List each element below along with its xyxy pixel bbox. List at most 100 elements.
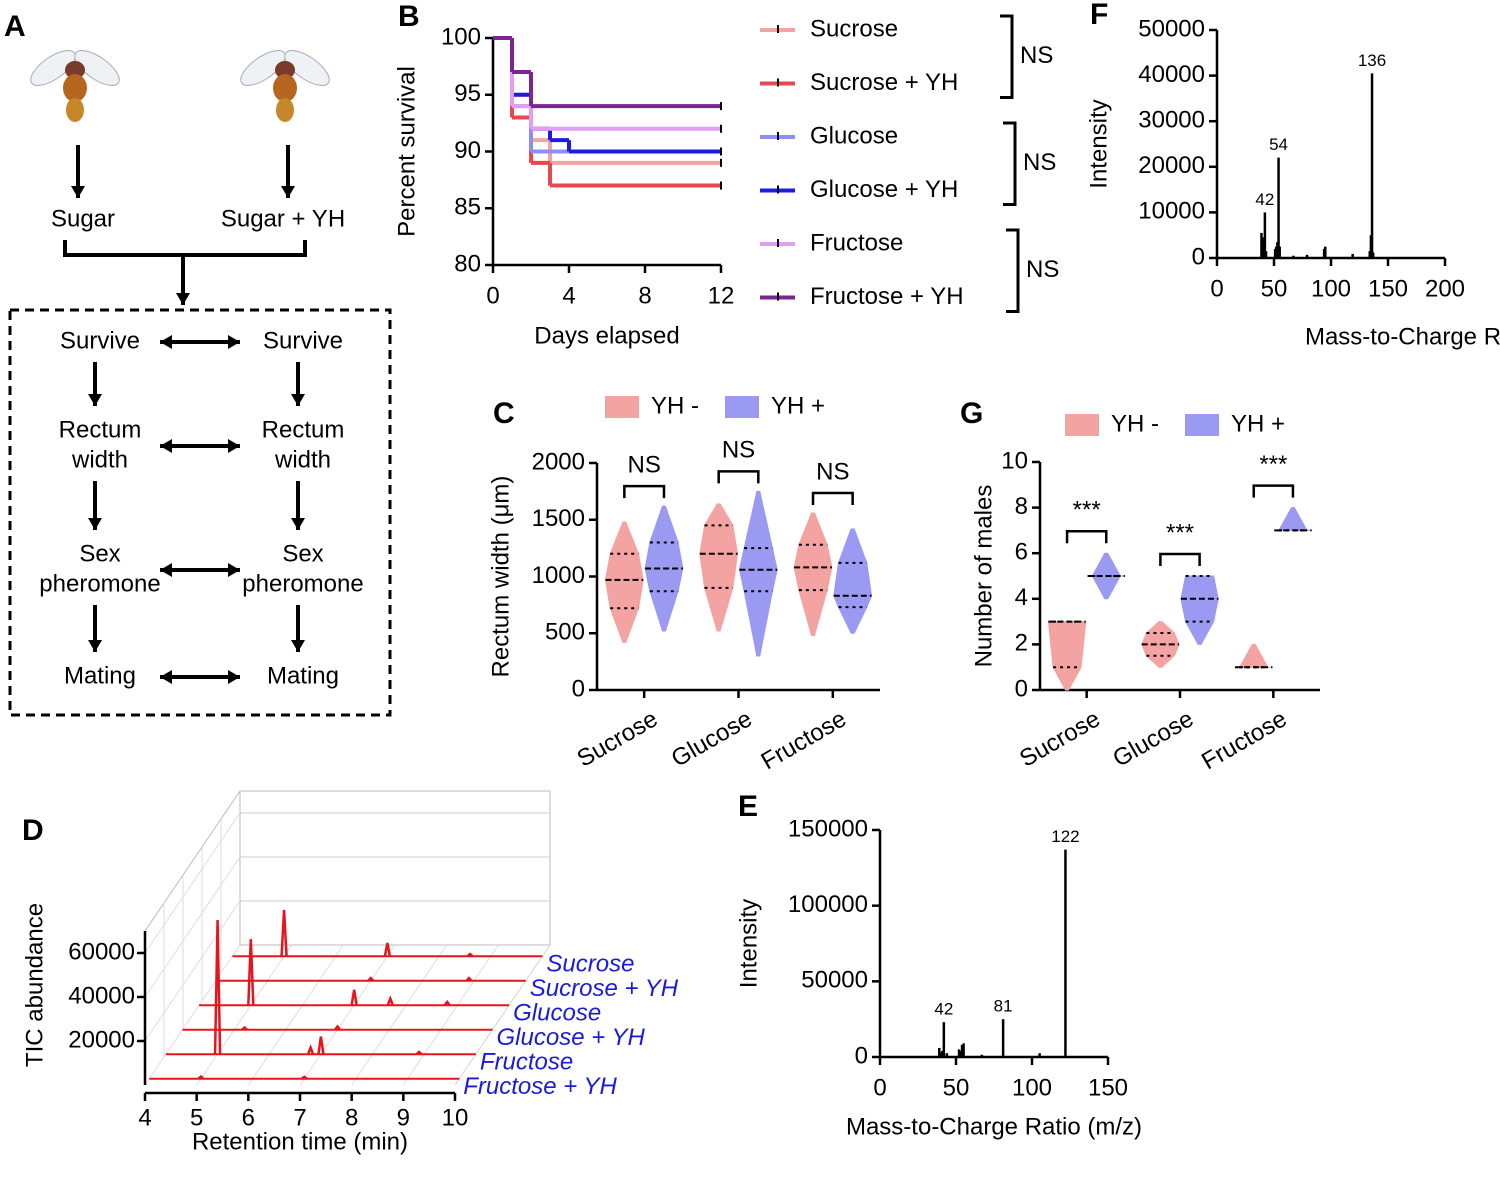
grid-line [144, 856, 241, 998]
chromatogram-peak [306, 1044, 315, 1055]
significance-bracket [1159, 552, 1201, 566]
x-tick-label: Fructose [757, 705, 851, 775]
significance-bracket [1003, 121, 1017, 206]
significance-label: NS [1020, 42, 1053, 69]
violin-body [1180, 575, 1219, 645]
legend-label: YH - [1111, 410, 1159, 437]
series-label: Sucrose [546, 951, 634, 978]
peak-label: 122 [1051, 827, 1079, 846]
y-tick-label: 500 [545, 619, 585, 646]
legend-swatch [605, 396, 639, 418]
significance-bracket [1065, 529, 1108, 544]
chromatogram-peak [301, 1075, 308, 1080]
violin-body [1273, 507, 1313, 531]
x-tick-label: Glucose [667, 705, 757, 772]
legend-label: YH + [771, 392, 825, 419]
arrow-head [291, 640, 305, 652]
y-tick-label: 60000 [68, 938, 135, 965]
legend-swatch [1185, 414, 1219, 436]
violin-body [1047, 621, 1087, 691]
floor-grid-line [144, 944, 241, 1086]
x-tick-label: 50 [943, 1074, 970, 1101]
node-label: Sugar [51, 205, 115, 232]
chromatogram-peak [197, 1074, 205, 1080]
peak-label: 81 [994, 997, 1013, 1016]
arrow-head [228, 335, 240, 349]
arrow-head [88, 640, 102, 652]
panel-label: G [960, 397, 983, 430]
significance-bracket [811, 491, 854, 505]
violin-body [699, 503, 739, 632]
node-label: Rectum [59, 416, 142, 443]
node-label: width [71, 446, 128, 473]
x-axis-title: Mass-to-Charge Ratio (m/z) [846, 1113, 1142, 1140]
panel-label: A [4, 10, 26, 43]
chromatogram-peak [334, 1024, 342, 1031]
x-tick-label: 6 [242, 1104, 255, 1131]
y-tick-label: 85 [454, 194, 481, 221]
chromatogram-peak [367, 976, 375, 982]
x-tick-label: 8 [345, 1104, 358, 1131]
floor-grid-line [351, 944, 448, 1086]
y-tick-label: 1500 [532, 505, 585, 532]
x-tick-label: 0 [873, 1074, 886, 1101]
legend-label: Sucrose + YH [810, 69, 958, 96]
legend-label: Glucose [810, 122, 898, 149]
chromatogram-peak [466, 952, 474, 958]
y-tick-label: 0 [1192, 243, 1205, 270]
x-tick-label: Fructose [1197, 705, 1291, 775]
node-label: pheromone [242, 570, 363, 597]
y-tick-label: 100 [441, 23, 481, 50]
x-tick-label: Sucrose [1015, 705, 1105, 772]
chromatogram-peak [443, 999, 451, 1006]
y-tick-label: 10 [1001, 447, 1028, 474]
y-tick-label: 10000 [1138, 198, 1205, 225]
arrow-head [291, 394, 305, 406]
panel-label: B [398, 0, 420, 33]
legend-label: Sucrose [810, 15, 898, 42]
x-axis-title: Mass-to-Charge Ratio (m/z) [1305, 323, 1500, 350]
y-tick-label: 40000 [68, 982, 135, 1009]
head [275, 61, 295, 79]
legend-label: Fructose + YH [810, 283, 964, 310]
y-tick-label: 50000 [1138, 15, 1205, 42]
legend-swatch [1065, 414, 1099, 436]
node-label: Sex [282, 540, 323, 567]
y-tick-label: 20000 [1138, 152, 1205, 179]
node-label: Sugar + YH [221, 205, 345, 232]
y-tick-label: 30000 [1138, 107, 1205, 134]
y-axis-title: Number of males [970, 485, 997, 668]
chromatogram-peak [465, 976, 473, 982]
y-tick-label: 2 [1015, 630, 1028, 657]
chromatogram-peak [241, 1025, 248, 1031]
peak-label: 54 [1269, 135, 1288, 154]
y-tick-label: 20000 [68, 1026, 135, 1053]
significance-label: NS [816, 458, 849, 485]
node-label: Mating [267, 662, 339, 689]
y-tick-label: 100000 [788, 891, 868, 918]
panel-label: D [22, 814, 44, 847]
wing [30, 50, 76, 86]
chromatogram-peak [317, 1036, 325, 1055]
legend-label: Glucose + YH [810, 176, 958, 203]
series-label: Glucose [513, 1000, 601, 1027]
significance-bracket [1000, 14, 1014, 99]
arrow-head [176, 293, 190, 305]
floor-grid-line [454, 944, 551, 1086]
floor-grid-line [196, 944, 293, 1086]
series-label: Sucrose + YH [530, 975, 679, 1002]
x-tick-label: 50 [1261, 275, 1288, 302]
significance-label: NS [1026, 256, 1059, 283]
x-tick-label: 4 [562, 282, 575, 309]
y-tick-label: 95 [454, 80, 481, 107]
grid-line [144, 812, 241, 954]
arrow-head [160, 563, 172, 577]
x-tick-label: 200 [1425, 275, 1465, 302]
violin-body [738, 490, 778, 657]
wing [284, 50, 330, 86]
significance-label: *** [1166, 519, 1194, 546]
y-tick-label: 90 [454, 137, 481, 164]
significance-bracket [623, 484, 666, 499]
peak-label: 42 [934, 1000, 953, 1019]
